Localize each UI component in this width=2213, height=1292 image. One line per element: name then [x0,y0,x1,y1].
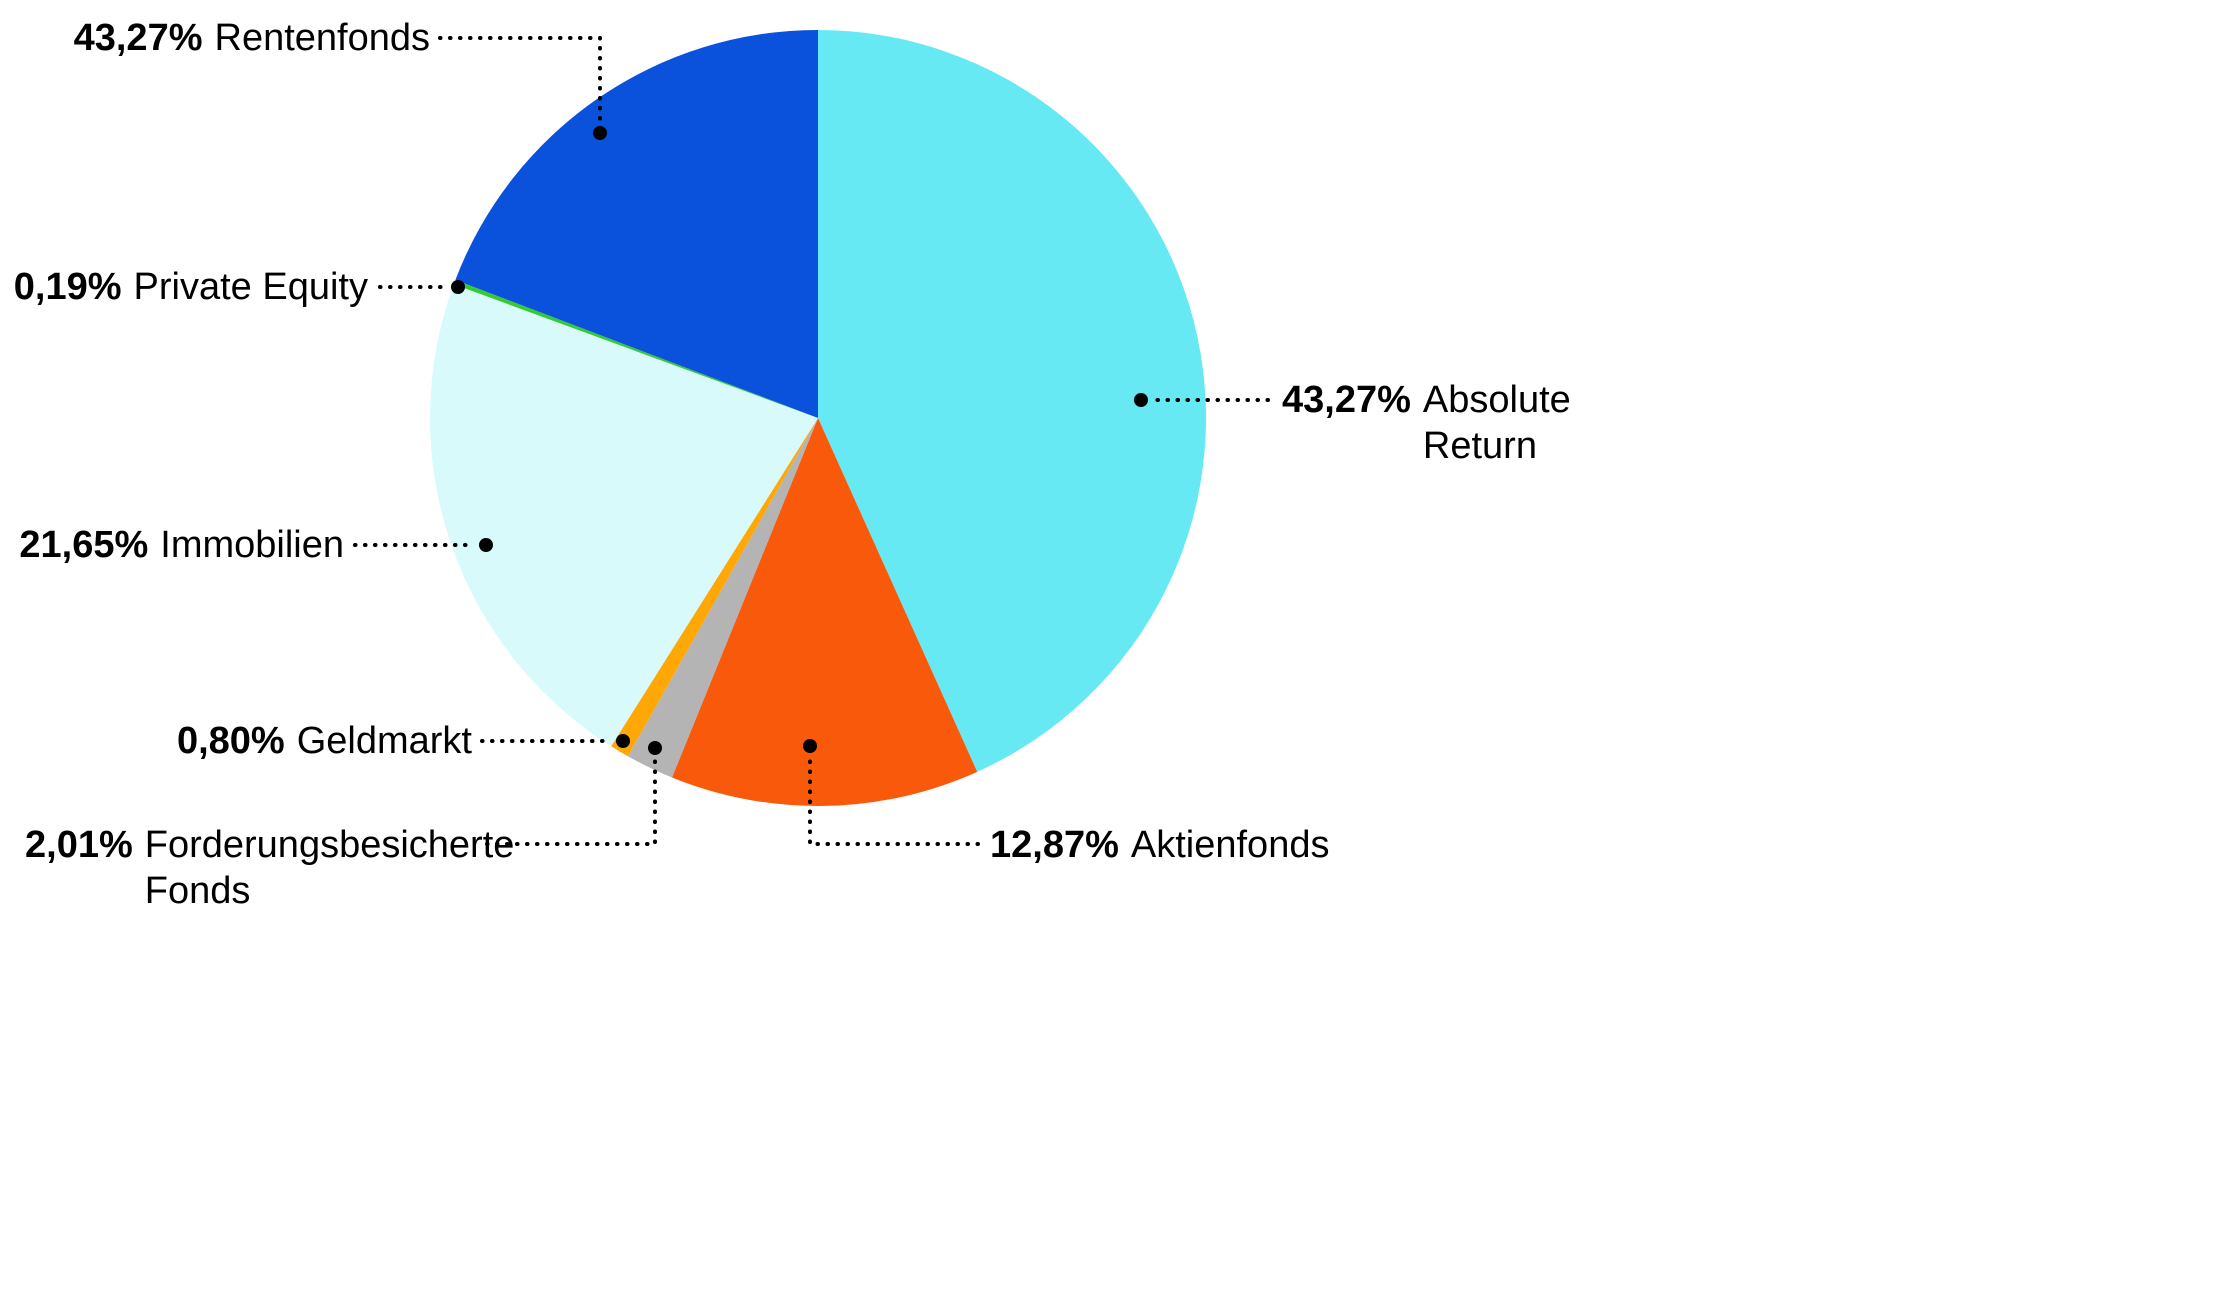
pie-slice-geldmarkt [611,418,818,757]
label-forderungsbesicherte-fonds-name: Forderungsbesicherte Fonds [144,824,515,912]
leader-line-rentenfonds [438,36,602,126]
label-rentenfonds-name: Rentenfonds [214,17,431,59]
label-absolute-return-pct: 43,27% [1282,379,1411,421]
leader-dot-rentenfonds [593,126,607,140]
pie-slice-immobilien [429,284,818,747]
label-geldmarkt: 0,80% Geldmarkt [177,718,472,764]
label-rentenfonds: 43,27% Rentenfonds [74,15,430,61]
label-geldmarkt-name: Geldmarkt [296,720,472,762]
leader-dot-forderungsbesicherte-fonds [648,741,662,755]
label-aktienfonds: 12,87% Aktienfonds [990,822,1329,868]
label-geldmarkt-pct: 0,80% [176,720,285,762]
pie-slice-aktienfonds [672,418,978,806]
label-absolute-return-name: Absolute Return [1422,379,1571,467]
label-private-equity: 0,19% Private Equity [14,264,368,310]
leader-dot-aktienfonds [803,739,817,753]
leader-line-aktienfonds [808,756,980,846]
leader-dot-absolute-return [1134,393,1148,407]
leader-lines-group [353,36,1270,846]
label-absolute-return: 43,27% Absolute Return [1282,377,1588,469]
leader-line-forderungsbesicherte-fonds [485,758,657,846]
pie-slice-rentenfonds [455,30,818,418]
label-rentenfonds-pct: 43,27% [73,17,203,59]
leader-dot-private-equity [451,280,465,294]
pie-slice-absolute-return [818,30,1206,772]
label-immobilien-name: Immobilien [160,524,344,566]
pie-slice-private-equity [453,279,818,418]
leader-dot-immobilien [479,538,493,552]
label-aktienfonds-pct: 12,87% [990,824,1119,866]
label-forderungsbesicherte-fonds-pct: 2,01% [25,824,133,866]
label-immobilien-pct: 21,65% [19,524,149,566]
label-immobilien: 21,65% Immobilien [19,522,344,568]
label-forderungsbesicherte-fonds: 2,01% Forderungsbesicherte Fonds [25,822,515,914]
pie-slices-group [429,30,1206,806]
leader-dots-group [451,126,1148,755]
label-private-equity-name: Private Equity [133,266,368,308]
leader-dot-geldmarkt [616,734,630,748]
pie-slice-forderungsbesicherte-fonds [627,418,818,778]
label-aktienfonds-name: Aktienfonds [1130,824,1330,866]
label-private-equity-pct: 0,19% [13,266,122,308]
